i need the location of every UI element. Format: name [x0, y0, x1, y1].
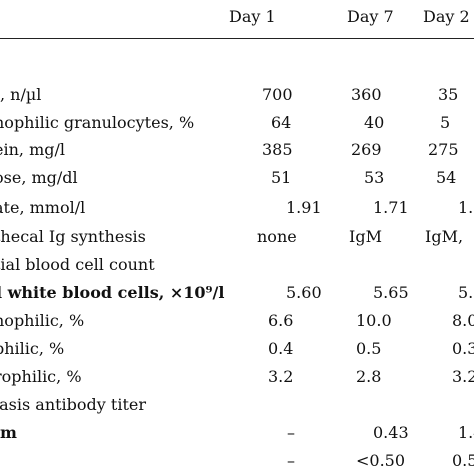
table-row: iasis antibody titer: [0, 393, 474, 417]
cell-day7: 0.43: [373, 423, 409, 442]
table-row: l white blood cells, ×10⁹/l 5.60 5.65 5.…: [0, 281, 474, 305]
row-label: nophilic granulocytes, %: [0, 113, 195, 132]
col-header-day7: Day 7: [347, 7, 394, 26]
table-row: ose, mg/dl 51 53 54: [0, 166, 474, 190]
cell-day2: 0.5: [452, 451, 474, 470]
cell-day7: 360: [351, 85, 382, 104]
cell-day2: 8.0: [452, 311, 474, 330]
cell-day2: IgM,: [425, 227, 464, 246]
cell-day2: 3.2: [452, 367, 474, 386]
cell-day1: 1.91: [286, 198, 322, 217]
cell-day1: 3.2: [268, 367, 294, 386]
row-label: ein, mg/l: [0, 140, 65, 159]
cell-day1: 51: [271, 168, 292, 187]
cell-day2: 0.3: [452, 339, 474, 358]
cell-day7: 2.8: [356, 367, 382, 386]
row-label: tial blood cell count: [0, 255, 155, 274]
cell-day1: –: [287, 423, 295, 442]
cell-day2: 5: [440, 113, 451, 132]
cell-day7: 1.71: [373, 198, 409, 217]
row-label: l white blood cells, ×10⁹/l: [0, 283, 225, 302]
row-label: thecal Ig synthesis: [0, 227, 146, 246]
cell-day1: none: [257, 227, 297, 246]
cell-day1: –: [287, 451, 295, 470]
table-row: rophilic, % 3.2 2.8 3.2: [0, 365, 474, 389]
cell-day1: 385: [262, 140, 293, 159]
row-label: ose, mg/dl: [0, 168, 78, 187]
table-row: nophilic granulocytes, % 64 40 5: [0, 111, 474, 135]
cell-day1: 0.4: [268, 339, 294, 358]
cell-day2: 275: [428, 140, 459, 159]
cell-day7: 5.65: [373, 283, 409, 302]
header-rule: [0, 38, 474, 39]
row-label: philic, %: [0, 339, 65, 358]
col-header-day2: Day 2: [423, 7, 470, 26]
cell-day7: 53: [364, 168, 385, 187]
cell-day1: 700: [262, 85, 293, 104]
cell-day2: 1.7: [458, 198, 474, 217]
row-label: nophilic, %: [0, 311, 85, 330]
cell-day7: IgM: [349, 227, 382, 246]
table-row: ein, mg/l 385 269 275: [0, 138, 474, 162]
cell-day1: 64: [271, 113, 292, 132]
cell-day7: 10.0: [356, 311, 392, 330]
row-label: ate, mmol/l: [0, 198, 86, 217]
row-label: rophilic, %: [0, 367, 82, 386]
table-row: , n/µl 700 360 35: [0, 83, 474, 107]
table-row: philic, % 0.4 0.5 0.3: [0, 337, 474, 361]
cell-day2: 1.4: [458, 423, 474, 442]
table-row: tial blood cell count: [0, 253, 474, 277]
cell-day2: 54: [436, 168, 457, 187]
table-row: nophilic, % 6.6 10.0 8.0: [0, 309, 474, 333]
table-row: ate, mmol/l 1.91 1.71 1.7: [0, 196, 474, 220]
row-label: m: [0, 423, 17, 442]
cell-day1: 6.6: [268, 311, 294, 330]
cell-day2: 5.7: [458, 283, 474, 302]
cell-day7: 269: [351, 140, 382, 159]
cell-day7: <0.50: [356, 451, 406, 470]
col-header-day1: Day 1: [229, 7, 276, 26]
row-label: iasis antibody titer: [0, 395, 147, 414]
table-header: Day 1 Day 7 Day 2: [0, 0, 474, 40]
cell-day1: 5.60: [286, 283, 322, 302]
row-label: , n/µl: [0, 85, 42, 104]
cell-day2: 35: [438, 85, 459, 104]
cell-day7: 0.5: [356, 339, 382, 358]
table-row: thecal Ig synthesis none IgM IgM,: [0, 225, 474, 249]
table-row: m – 0.43 1.4: [0, 421, 474, 445]
cell-day7: 40: [364, 113, 385, 132]
table-row: – <0.50 0.5: [0, 449, 474, 473]
